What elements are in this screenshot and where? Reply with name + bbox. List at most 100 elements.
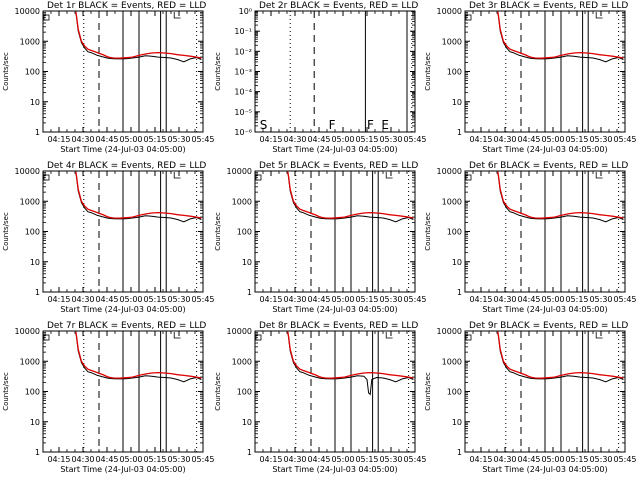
x-tick-label: 04:30 (71, 295, 94, 304)
bracket-mark (43, 14, 50, 21)
x-tick-label: 04:45 (517, 135, 540, 144)
y-tick-label: 10000 (15, 167, 40, 176)
series-line-events (497, 12, 624, 63)
panel-det-6: Det 6r BLACK = Events, RED = LLD Counts/s… (424, 161, 637, 314)
y-tick-label: 1000 (20, 37, 40, 46)
bracket-mark (255, 334, 262, 341)
x-tick-label: 04:30 (71, 455, 94, 464)
panel-title: Det 5r BLACK = Events, RED = LLD (259, 161, 418, 171)
x-tick-label: 04:15 (259, 295, 282, 304)
x-tick-label: 04:15 (47, 295, 70, 304)
bracket-mark (465, 334, 472, 341)
x-axis-label: Start Time (24-Jul-03 04:05:00) (272, 145, 397, 154)
x-axis-label: Start Time (24-Jul-03 04:05:00) (482, 465, 607, 474)
y-axis-label: Counts/sec (2, 372, 10, 411)
x-tick-label: 04:15 (47, 455, 70, 464)
bracket-mark (595, 172, 603, 179)
y-tick-label: 10⁻³ (234, 68, 252, 77)
x-tick-label: 05:15 (143, 455, 166, 464)
x-axis-label: Start Time (24-Jul-03 04:05:00) (272, 465, 397, 474)
event-flag-label: F (329, 118, 336, 132)
bracket-mark (173, 172, 181, 179)
y-axis-label: Counts/sec (424, 212, 432, 251)
y-tick-label: 1000 (442, 357, 462, 366)
x-tick-label: 05:30 (167, 135, 190, 144)
series-line-lld (75, 331, 202, 379)
x-axis-label: Start Time (24-Jul-03 04:05:00) (60, 305, 185, 314)
x-tick-label: 05:15 (355, 135, 378, 144)
x-tick-label: 05:30 (379, 295, 402, 304)
plot-frame (254, 10, 416, 133)
x-axis-label: Start Time (24-Jul-03 04:05:00) (272, 305, 397, 314)
panel-title: Det 4r BLACK = Events, RED = LLD (47, 161, 206, 171)
y-axis-label: Counts/sec (214, 372, 222, 411)
x-axis-label: Start Time (24-Jul-03 04:05:00) (60, 465, 185, 474)
series-line-events (75, 12, 202, 63)
x-tick-label: 05:00 (331, 295, 354, 304)
x-tick-label: 05:00 (119, 455, 142, 464)
x-tick-label: 05:45 (191, 135, 214, 144)
x-tick-label: 05:00 (541, 135, 564, 144)
y-tick-label: 10000 (227, 327, 252, 336)
y-tick-label: 1000 (232, 357, 252, 366)
bracket-mark (43, 334, 50, 341)
series-line-lld (287, 171, 414, 219)
series-line-lld (75, 11, 202, 59)
bracket-mark (595, 332, 603, 339)
x-tick-label: 05:30 (379, 455, 402, 464)
y-axis-label: Counts/sec (2, 52, 10, 91)
x-tick-label: 04:45 (95, 135, 118, 144)
x-tick-label: 05:15 (143, 295, 166, 304)
panel-det-5: Det 5r BLACK = Events, RED = LLD Counts/s… (214, 161, 427, 314)
y-tick-label: 10 (452, 258, 462, 267)
x-tick-label: 04:45 (517, 455, 540, 464)
x-tick-label: 05:30 (589, 295, 612, 304)
panel-det-3: Det 3r BLACK = Events, RED = LLD Counts/s… (424, 1, 637, 154)
x-tick-label: 04:30 (71, 135, 94, 144)
x-tick-label: 04:45 (307, 295, 330, 304)
x-axis-label: Start Time (24-Jul-03 04:05:00) (482, 145, 607, 154)
y-tick-label: 10 (30, 258, 40, 267)
x-tick-label: 05:15 (355, 455, 378, 464)
y-tick-label: 100 (447, 388, 462, 397)
x-tick-label: 04:15 (259, 135, 282, 144)
y-tick-label: 10000 (15, 7, 40, 16)
bracket-mark (173, 332, 181, 339)
panel-det-9: Det 9r BLACK = Events, RED = LLD Counts/s… (424, 321, 637, 474)
x-tick-label: 05:00 (331, 455, 354, 464)
y-tick-label: 100 (447, 68, 462, 77)
event-flag-label: F (367, 118, 374, 132)
x-tick-label: 05:45 (191, 455, 214, 464)
y-tick-label: 10000 (15, 327, 40, 336)
x-tick-label: 05:45 (613, 135, 636, 144)
panel-det-1: Det 1r BLACK = Events, RED = LLD Counts/s… (2, 1, 215, 154)
panel-title: Det 3r BLACK = Events, RED = LLD (469, 1, 628, 11)
y-tick-label: 10⁻¹ (234, 27, 252, 36)
x-tick-label: 05:30 (589, 455, 612, 464)
x-tick-label: 04:30 (493, 455, 516, 464)
y-tick-label: 1 (35, 128, 40, 137)
series-line-lld (497, 171, 624, 219)
y-tick-label: 10 (242, 418, 252, 427)
y-tick-label: 10 (452, 98, 462, 107)
y-tick-label: 10 (452, 418, 462, 427)
x-tick-label: 04:45 (95, 455, 118, 464)
y-tick-label: 1 (35, 448, 40, 457)
y-tick-label: 100 (25, 228, 40, 237)
x-tick-label: 04:30 (283, 135, 306, 144)
x-tick-label: 05:30 (167, 295, 190, 304)
y-tick-label: 10 (30, 98, 40, 107)
bracket-mark (465, 14, 472, 21)
y-tick-label: 10⁻⁴ (234, 88, 252, 97)
y-tick-label: 1000 (232, 197, 252, 206)
y-axis-label: Counts/sec (424, 52, 432, 91)
x-axis-label: Start Time (24-Jul-03 04:05:00) (482, 305, 607, 314)
y-tick-label: 1 (457, 128, 462, 137)
x-tick-label: 04:15 (469, 295, 492, 304)
x-tick-label: 04:15 (469, 135, 492, 144)
y-tick-label: 1 (247, 448, 252, 457)
x-tick-label: 05:30 (167, 455, 190, 464)
x-tick-label: 05:45 (403, 455, 426, 464)
y-tick-label: 100 (237, 228, 252, 237)
series-line-events (75, 332, 202, 383)
